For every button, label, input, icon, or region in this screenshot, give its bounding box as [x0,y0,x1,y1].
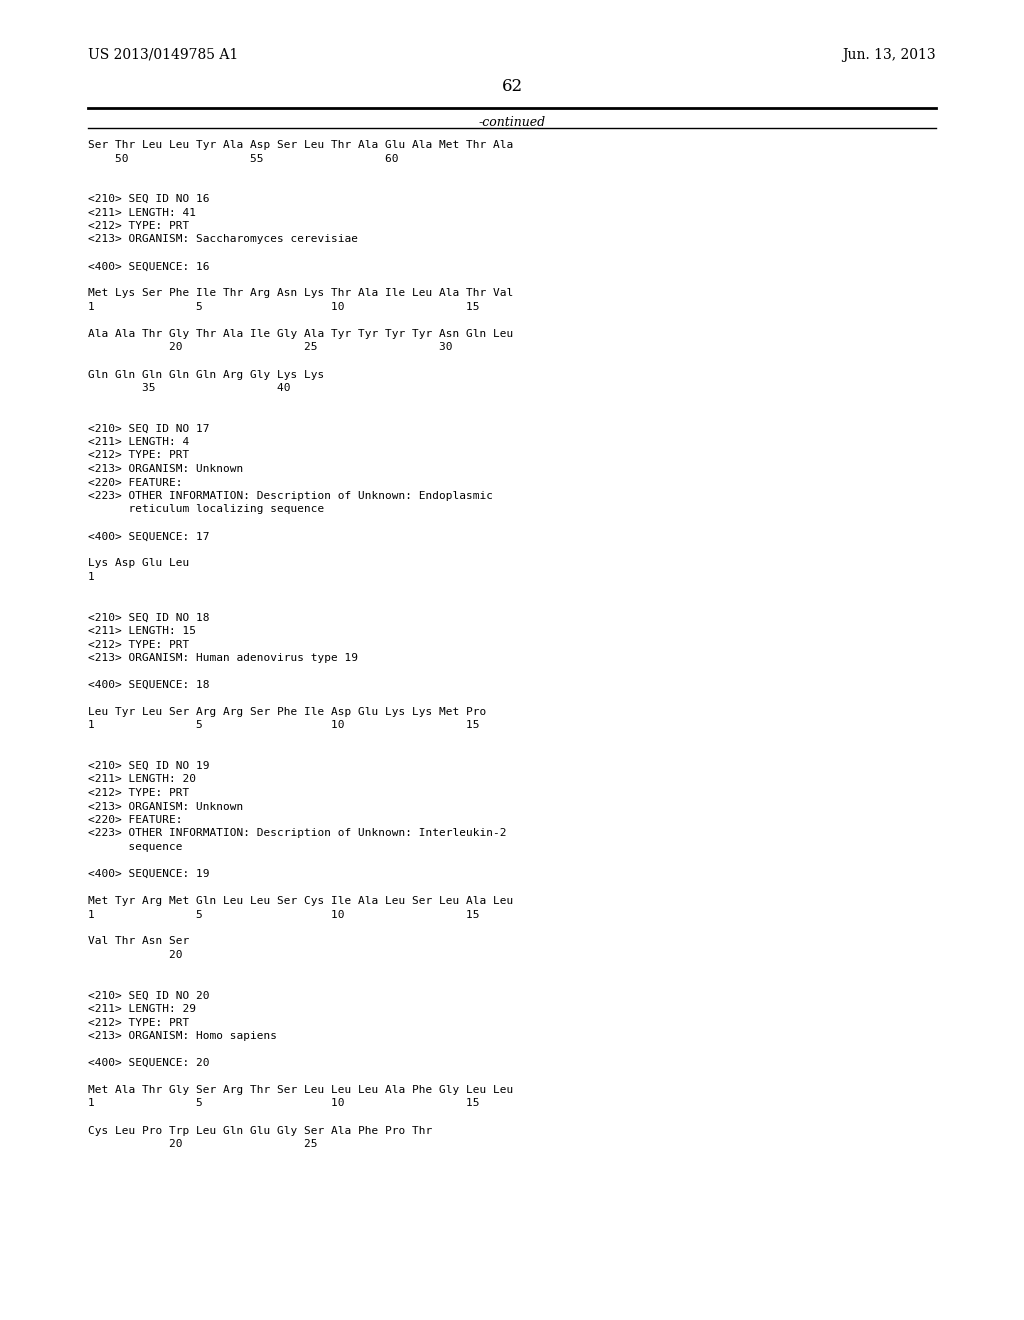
Text: <400> SEQUENCE: 19: <400> SEQUENCE: 19 [88,869,210,879]
Text: <211> LENGTH: 41: <211> LENGTH: 41 [88,207,196,218]
Text: <210> SEQ ID NO 19: <210> SEQ ID NO 19 [88,762,210,771]
Text: Met Lys Ser Phe Ile Thr Arg Asn Lys Thr Ala Ile Leu Ala Thr Val: Met Lys Ser Phe Ile Thr Arg Asn Lys Thr … [88,289,513,298]
Text: <211> LENGTH: 4: <211> LENGTH: 4 [88,437,189,447]
Text: <400> SEQUENCE: 20: <400> SEQUENCE: 20 [88,1059,210,1068]
Text: sequence: sequence [88,842,182,851]
Text: <213> ORGANISM: Homo sapiens: <213> ORGANISM: Homo sapiens [88,1031,278,1041]
Text: <213> ORGANISM: Saccharomyces cerevisiae: <213> ORGANISM: Saccharomyces cerevisiae [88,235,358,244]
Text: Ser Thr Leu Leu Tyr Ala Asp Ser Leu Thr Ala Glu Ala Met Thr Ala: Ser Thr Leu Leu Tyr Ala Asp Ser Leu Thr … [88,140,513,150]
Text: Jun. 13, 2013: Jun. 13, 2013 [843,48,936,62]
Text: 1               5                   10                  15: 1 5 10 15 [88,721,479,730]
Text: 1               5                   10                  15: 1 5 10 15 [88,302,479,312]
Text: Ala Ala Thr Gly Thr Ala Ile Gly Ala Tyr Tyr Tyr Tyr Asn Gln Leu: Ala Ala Thr Gly Thr Ala Ile Gly Ala Tyr … [88,329,513,339]
Text: -continued: -continued [478,116,546,129]
Text: <210> SEQ ID NO 16: <210> SEQ ID NO 16 [88,194,210,205]
Text: 20                  25                  30: 20 25 30 [88,342,453,352]
Text: <212> TYPE: PRT: <212> TYPE: PRT [88,1018,189,1027]
Text: Lys Asp Glu Leu: Lys Asp Glu Leu [88,558,189,569]
Text: <213> ORGANISM: Unknown: <213> ORGANISM: Unknown [88,801,244,812]
Text: 20                  25: 20 25 [88,1139,317,1148]
Text: <400> SEQUENCE: 18: <400> SEQUENCE: 18 [88,680,210,690]
Text: 62: 62 [502,78,522,95]
Text: Leu Tyr Leu Ser Arg Arg Ser Phe Ile Asp Glu Lys Lys Met Pro: Leu Tyr Leu Ser Arg Arg Ser Phe Ile Asp … [88,708,486,717]
Text: <210> SEQ ID NO 20: <210> SEQ ID NO 20 [88,990,210,1001]
Text: Val Thr Asn Ser: Val Thr Asn Ser [88,936,189,946]
Text: <400> SEQUENCE: 16: <400> SEQUENCE: 16 [88,261,210,272]
Text: <220> FEATURE:: <220> FEATURE: [88,478,182,487]
Text: Cys Leu Pro Trp Leu Gln Glu Gly Ser Ala Phe Pro Thr: Cys Leu Pro Trp Leu Gln Glu Gly Ser Ala … [88,1126,432,1135]
Text: <212> TYPE: PRT: <212> TYPE: PRT [88,639,189,649]
Text: <211> LENGTH: 20: <211> LENGTH: 20 [88,775,196,784]
Text: <213> ORGANISM: Human adenovirus type 19: <213> ORGANISM: Human adenovirus type 19 [88,653,358,663]
Text: <213> ORGANISM: Unknown: <213> ORGANISM: Unknown [88,465,244,474]
Text: <223> OTHER INFORMATION: Description of Unknown: Endoplasmic: <223> OTHER INFORMATION: Description of … [88,491,493,502]
Text: <212> TYPE: PRT: <212> TYPE: PRT [88,788,189,799]
Text: Met Tyr Arg Met Gln Leu Leu Ser Cys Ile Ala Leu Ser Leu Ala Leu: Met Tyr Arg Met Gln Leu Leu Ser Cys Ile … [88,896,513,906]
Text: <223> OTHER INFORMATION: Description of Unknown: Interleukin-2: <223> OTHER INFORMATION: Description of … [88,829,507,838]
Text: Met Ala Thr Gly Ser Arg Thr Ser Leu Leu Leu Ala Phe Gly Leu Leu: Met Ala Thr Gly Ser Arg Thr Ser Leu Leu … [88,1085,513,1096]
Text: 1               5                   10                  15: 1 5 10 15 [88,909,479,920]
Text: <400> SEQUENCE: 17: <400> SEQUENCE: 17 [88,532,210,541]
Text: 1               5                   10                  15: 1 5 10 15 [88,1098,479,1109]
Text: 50                  55                  60: 50 55 60 [88,153,398,164]
Text: 1: 1 [88,572,95,582]
Text: <212> TYPE: PRT: <212> TYPE: PRT [88,450,189,461]
Text: reticulum localizing sequence: reticulum localizing sequence [88,504,325,515]
Text: US 2013/0149785 A1: US 2013/0149785 A1 [88,48,239,62]
Text: 35                  40: 35 40 [88,383,291,393]
Text: <210> SEQ ID NO 17: <210> SEQ ID NO 17 [88,424,210,433]
Text: <211> LENGTH: 29: <211> LENGTH: 29 [88,1005,196,1014]
Text: Gln Gln Gln Gln Gln Arg Gly Lys Lys: Gln Gln Gln Gln Gln Arg Gly Lys Lys [88,370,325,380]
Text: <210> SEQ ID NO 18: <210> SEQ ID NO 18 [88,612,210,623]
Text: <220> FEATURE:: <220> FEATURE: [88,814,182,825]
Text: <212> TYPE: PRT: <212> TYPE: PRT [88,220,189,231]
Text: <211> LENGTH: 15: <211> LENGTH: 15 [88,626,196,636]
Text: 20: 20 [88,950,182,960]
